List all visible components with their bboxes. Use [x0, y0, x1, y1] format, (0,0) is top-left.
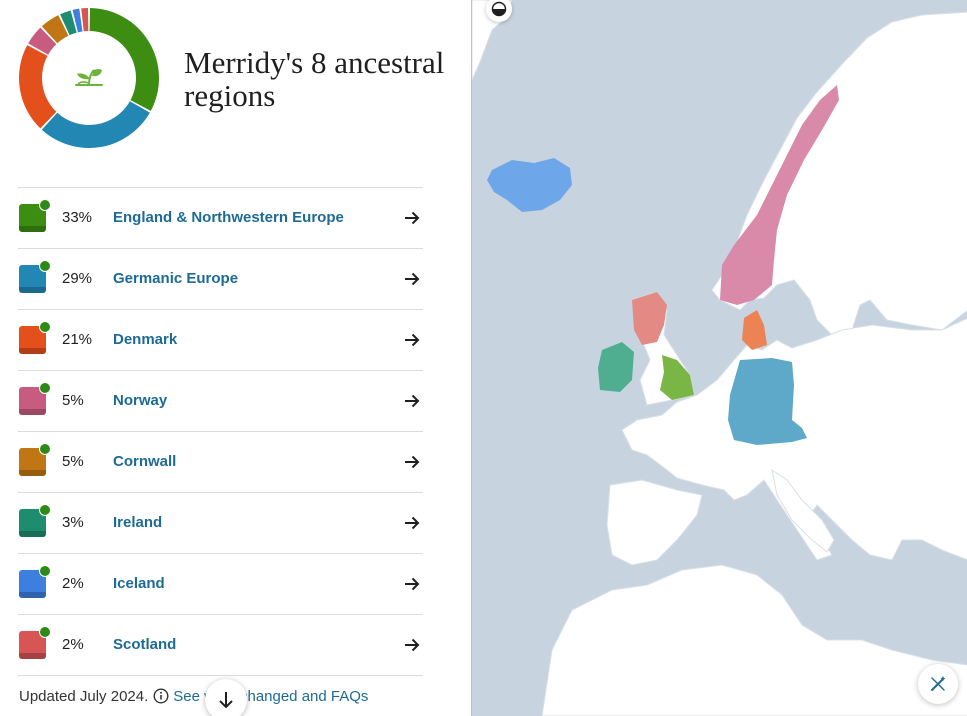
new-indicator-dot — [39, 321, 51, 333]
new-indicator-dot — [39, 260, 51, 272]
region-row[interactable]: 3% Ireland — [18, 493, 423, 554]
region-color-swatch — [19, 382, 51, 415]
info-icon[interactable] — [153, 688, 169, 704]
swatch-band — [19, 226, 46, 232]
region-color-swatch — [19, 443, 51, 476]
arrow-right-icon — [405, 333, 420, 347]
ancestry-panel: Merridy's 8 ancestral regions 33% England… — [0, 0, 471, 716]
arrow-down-icon — [219, 692, 233, 709]
region-name-link[interactable]: Germanic Europe — [113, 270, 239, 287]
arrow-right-icon — [405, 394, 420, 408]
swatch-band — [19, 653, 46, 659]
region-color-swatch — [19, 260, 51, 293]
new-indicator-dot — [39, 626, 51, 638]
europe-map[interactable] — [472, 0, 967, 716]
swatch-band — [19, 287, 46, 293]
region-list: 33% England & Northwestern Europe 29% Germa… — [18, 187, 423, 676]
magic-wand-icon — [931, 676, 946, 691]
donut-segment — [41, 15, 69, 44]
arrow-right-icon — [405, 638, 420, 652]
new-indicator-dot — [39, 199, 51, 211]
swatch-band — [19, 470, 46, 476]
region-percent: 3% — [62, 514, 84, 531]
scandinavia-land — [711, 11, 967, 336]
region-row[interactable]: 29% Germanic Europe — [18, 249, 423, 310]
region-percent: 29% — [62, 270, 93, 287]
map-region-scotland[interactable] — [632, 292, 667, 345]
region-name-link[interactable]: Cornwall — [113, 453, 177, 470]
region-color-swatch — [19, 199, 51, 232]
updated-text: Updated July 2024. — [19, 688, 149, 705]
north-africa-land — [541, 564, 967, 716]
ancestry-map[interactable] — [471, 0, 967, 716]
arrow-right-icon — [405, 516, 420, 530]
map-region-norway[interactable] — [720, 85, 839, 305]
region-row[interactable]: 5% Norway — [18, 371, 423, 432]
swatch-band — [19, 531, 46, 537]
swatch-band — [19, 348, 46, 354]
leaf-sprout-icon — [75, 69, 103, 86]
region-percent: 5% — [62, 453, 84, 470]
map-region-iceland[interactable] — [487, 158, 572, 212]
arrow-right-icon — [405, 455, 420, 469]
new-indicator-dot — [39, 504, 51, 516]
map-region-denmark[interactable] — [742, 310, 767, 350]
donut-segment — [19, 45, 57, 129]
footer: Updated July 2024. See what changed and … — [19, 688, 368, 705]
region-color-swatch — [19, 626, 51, 659]
region-name-link[interactable]: England & Northwestern Europe — [113, 209, 344, 226]
arrow-right-icon — [405, 577, 420, 591]
map-tools-button[interactable] — [918, 664, 958, 704]
region-color-swatch — [19, 504, 51, 537]
contrast-icon — [491, 1, 507, 17]
region-name-link[interactable]: Denmark — [113, 331, 178, 348]
scroll-down-button[interactable] — [205, 679, 247, 716]
region-name-link[interactable]: Iceland — [113, 575, 165, 592]
arrow-right-icon — [405, 211, 420, 225]
page-title: Merridy's 8 ancestral regions — [184, 45, 445, 113]
new-indicator-dot — [39, 565, 51, 577]
faq-link[interactable]: See what changed and FAQs — [173, 688, 369, 705]
donut-segment — [81, 8, 89, 32]
swatch-band — [19, 592, 46, 598]
region-row[interactable]: 5% Cornwall — [18, 432, 423, 493]
region-row[interactable]: 21% Denmark — [18, 310, 423, 371]
map-region-germanic-europe[interactable] — [728, 358, 807, 445]
arrow-right-icon — [405, 272, 420, 286]
italy-land — [771, 468, 835, 553]
donut-segment — [28, 27, 57, 55]
donut-segment — [41, 101, 150, 148]
donut-segment — [89, 8, 160, 111]
region-name-link[interactable]: Ireland — [113, 514, 163, 531]
region-percent: 2% — [62, 636, 84, 653]
new-indicator-dot — [39, 443, 51, 455]
donut-segment — [60, 10, 77, 36]
region-color-swatch — [19, 565, 51, 598]
region-row[interactable]: 2% Scotland — [18, 615, 423, 676]
map-contrast-button[interactable] — [486, 0, 512, 22]
region-color-swatch — [19, 321, 51, 354]
iberia-land — [606, 479, 703, 566]
donut-segment — [72, 8, 83, 33]
new-indicator-dot — [39, 382, 51, 394]
region-percent: 5% — [62, 392, 84, 409]
region-row[interactable]: 33% England & Northwestern Europe — [18, 188, 423, 249]
swatch-band — [19, 409, 46, 415]
ancestry-donut-chart — [19, 8, 160, 148]
region-name-link[interactable]: Scotland — [113, 636, 177, 653]
region-name-link[interactable]: Norway — [113, 392, 168, 409]
region-row[interactable]: 2% Iceland — [18, 554, 423, 615]
region-percent: 2% — [62, 575, 84, 592]
region-percent: 21% — [62, 331, 93, 348]
map-region-ireland[interactable] — [598, 342, 634, 392]
map-region-england[interactable] — [660, 355, 694, 400]
region-percent: 33% — [62, 209, 93, 226]
